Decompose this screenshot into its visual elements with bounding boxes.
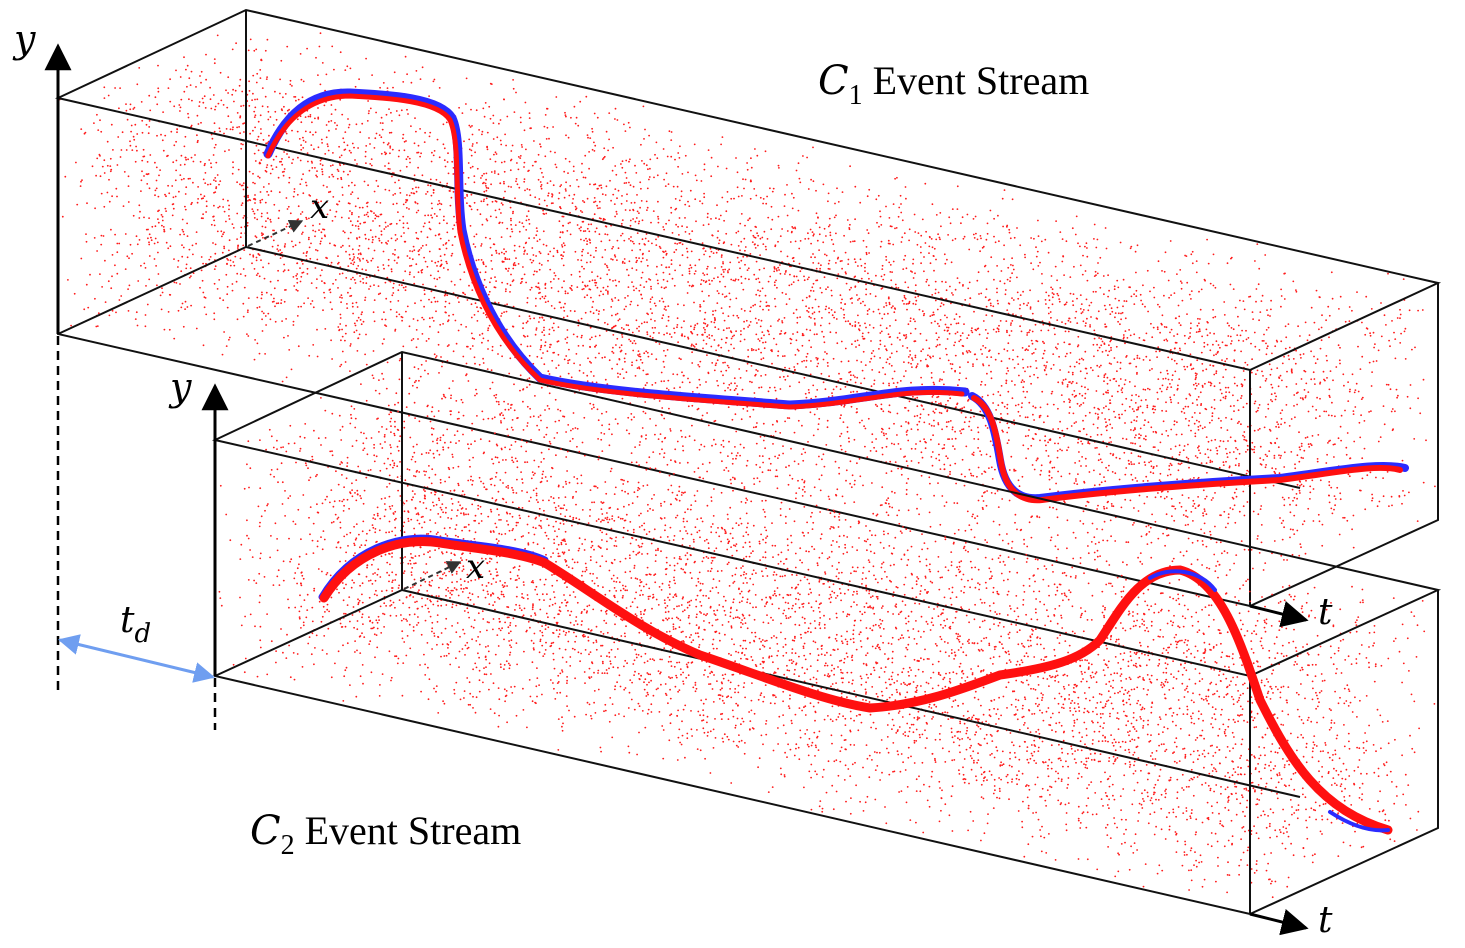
- c1-stream-title: C1 Event Stream: [818, 58, 1089, 111]
- c1-x-axis-arrow: [247, 219, 304, 247]
- c2-stream-title: C2 Event Stream: [250, 808, 521, 861]
- delay-double-arrow: [57, 634, 216, 683]
- c2-axes: [201, 383, 1309, 936]
- c1-x-axis-label: x: [310, 187, 329, 227]
- c2-t-axis-label: t: [1318, 900, 1333, 941]
- c2-y-axis-label: y: [168, 365, 192, 409]
- c2-noise-events: [218, 372, 1436, 899]
- c1-event-volume: [54, 8, 1442, 608]
- c1-box-edges: [54, 8, 1442, 608]
- c1-noise-events: [58, 32, 1436, 586]
- delay-label: td: [120, 600, 151, 649]
- c2-event-volume: [211, 350, 1442, 916]
- c2-x-axis-arrow: [403, 561, 462, 590]
- c2-x-axis-label: x: [466, 547, 485, 587]
- c2-t-axis-arrow: [1249, 909, 1309, 936]
- c1-axes: [44, 43, 1309, 628]
- c1-t-axis-arrow: [1249, 601, 1309, 628]
- c1-t-axis-label: t: [1318, 592, 1333, 633]
- c1-trajectory: [263, 88, 1409, 504]
- c1-y-axis-label: y: [12, 17, 36, 61]
- c2-trajectory: [318, 534, 1393, 835]
- delay-indicator: td: [56, 336, 217, 730]
